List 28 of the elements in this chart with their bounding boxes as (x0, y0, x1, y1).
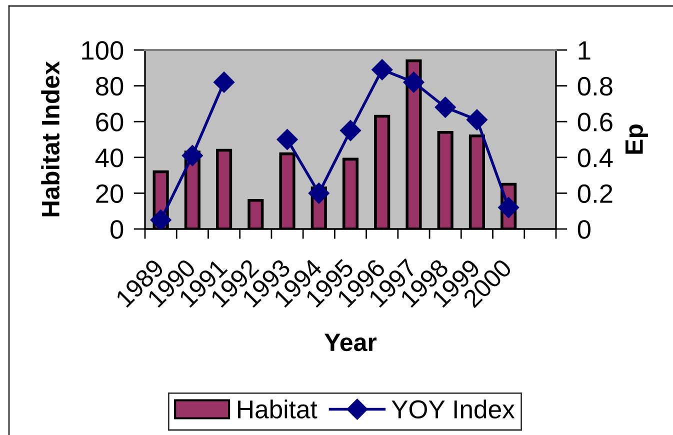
y2-tick-label: 0.6 (578, 112, 612, 132)
y-tick-label: 40 (95, 148, 124, 168)
point (276, 128, 298, 150)
point (308, 182, 330, 204)
point (403, 72, 424, 93)
point (434, 96, 456, 118)
y2-tick-label: 0.4 (578, 148, 613, 168)
point (372, 59, 393, 80)
y-tick-label: 20 (96, 184, 124, 204)
legend-label: YOY Index (392, 400, 515, 418)
y2-axis-title: Ep (626, 124, 648, 154)
point (498, 197, 520, 218)
y-tick-label: 60 (96, 112, 124, 132)
legend-label: Habitat (238, 400, 318, 418)
point (466, 109, 488, 130)
y2-tick-label: 0 (578, 220, 590, 239)
y2-tick-label: 0.8 (578, 76, 612, 96)
y2-tick-label: 1 (578, 41, 590, 60)
point (150, 210, 172, 229)
y-tick-label: 0 (110, 220, 124, 239)
y2-tick-label: 0.2 (578, 184, 612, 204)
point (214, 72, 235, 93)
point (182, 145, 203, 166)
point (340, 120, 362, 142)
x-axis-title: Year (324, 334, 377, 352)
y-tick-label: 80 (96, 76, 124, 96)
y-axis-title: Habitat Index (41, 61, 60, 216)
y-tick-label: 100 (82, 41, 124, 60)
